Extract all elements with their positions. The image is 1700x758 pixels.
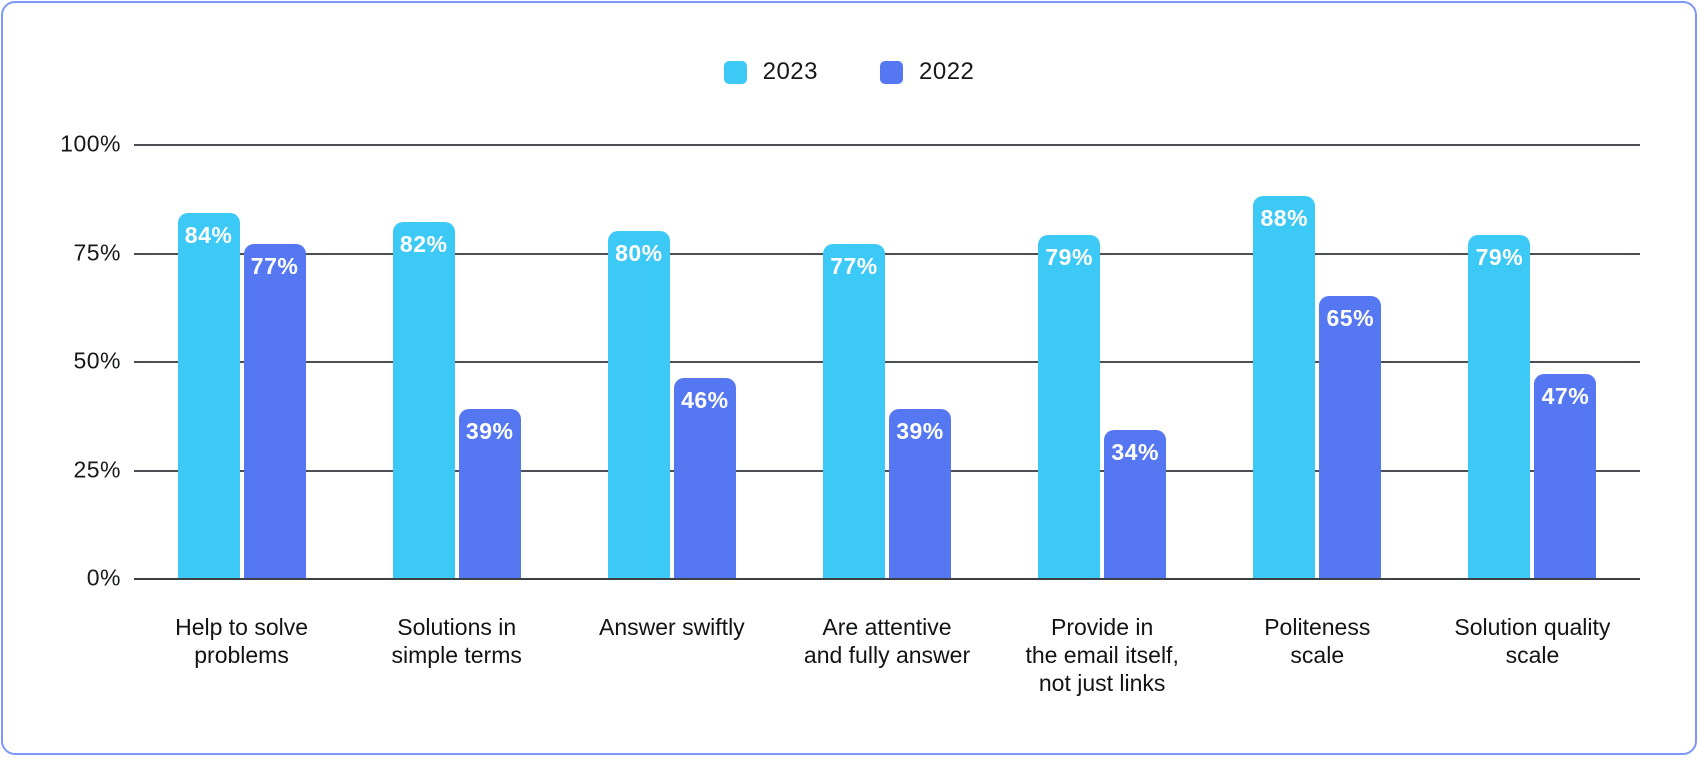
bar-value-label: 84% (184, 222, 233, 249)
bar-value-label: 79% (1475, 244, 1524, 271)
bar-2022-category-4: 39% (889, 408, 951, 578)
bar-value-label: 80% (615, 239, 663, 266)
y-tick-label: 100% (60, 130, 121, 157)
legend-item: 2022 (880, 58, 974, 86)
category-label-line: simple terms (391, 642, 522, 668)
gridline-25 (134, 469, 1640, 472)
gridline-75 (134, 252, 1640, 255)
legend-swatch-2023 (723, 60, 747, 84)
bar-value-label: 82% (399, 231, 448, 258)
category-label-5: Provide in the email itself, not just link… (1025, 613, 1178, 697)
legend-swatch-2022 (880, 60, 903, 84)
category-label-line: Help to solve (175, 614, 309, 640)
bar-2023-category-2: 82% (392, 222, 455, 578)
bar-2023-category-6: 88% (1253, 196, 1316, 578)
category-label-2: Solutions in simple terms (392, 613, 522, 669)
bar-value-label: 39% (896, 417, 944, 444)
category-label-7: Solution quality scale (1454, 613, 1610, 669)
category-label-line: Solutions in (397, 614, 517, 640)
bar-group-7: 79% 47% (1468, 144, 1597, 578)
gridline-50 (134, 361, 1640, 363)
bar-group-2: 82% 39% (392, 144, 521, 578)
bar-value-label: 46% (681, 387, 729, 414)
bar-2023-category-1: 84% (177, 213, 240, 578)
category-label-line: Provide in (1051, 614, 1154, 640)
y-axis: 100% 75% 50% 25% 0% (31, 131, 121, 591)
plot-area: 84% 77% 82% 39% 80% 46% 77% 39% 79% 34% 88% 65% 79% 4… (134, 144, 1640, 580)
bar-2022-category-7: 47% (1534, 374, 1597, 578)
bar-value-label: 34% (1111, 439, 1159, 466)
gridline-0 (134, 578, 1640, 580)
category-label-1: Help to solve problems (175, 613, 308, 669)
category-label-3: Answer swiftly (599, 613, 745, 641)
category-label-line: not just links (1038, 670, 1166, 696)
bar-value-label: 77% (830, 252, 878, 279)
category-label-line: Politeness (1264, 614, 1371, 640)
category-label-line: the email itself, (1025, 642, 1179, 668)
bar-group-5: 79% 34% (1038, 144, 1167, 578)
bar-2022-category-5: 34% (1104, 430, 1167, 578)
category-label-line: Answer swiftly (598, 614, 745, 640)
bar-value-label: 65% (1326, 304, 1375, 331)
bar-group-4: 77% 39% (823, 144, 951, 578)
category-label-line: problems (194, 642, 289, 668)
bar-group-3: 80% 46% (607, 144, 736, 578)
bar-value-label: 39% (465, 417, 514, 444)
bar-value-label: 79% (1045, 244, 1093, 271)
category-label-line: and fully answer (803, 642, 971, 668)
bar-2023-category-5: 79% (1038, 235, 1101, 578)
y-tick-label: 75% (73, 239, 121, 265)
bar-group-1: 84% 77% (177, 144, 306, 578)
legend-label: 2023 (762, 58, 818, 85)
bar-2022-category-2: 39% (458, 408, 521, 578)
category-label-4: Are attentive and fully answer (804, 613, 970, 669)
bar-2023-category-7: 79% (1468, 235, 1531, 578)
category-label-line: Are attentive (822, 614, 952, 640)
legend: 2023 2022 (3, 58, 1695, 86)
bar-2023-category-4: 77% (823, 243, 885, 578)
y-tick-label: 25% (73, 456, 121, 482)
category-label-line: scale (1290, 642, 1345, 668)
legend-label: 2022 (919, 58, 975, 85)
category-label-line: Solution quality (1454, 614, 1611, 640)
bar-2022-category-3: 46% (673, 378, 736, 578)
gridline-100 (134, 144, 1640, 146)
bar-2023-category-3: 80% (607, 230, 670, 578)
x-axis-labels: Help to solve problems Solutions in simple … (134, 613, 1640, 723)
bar-value-label: 77% (250, 252, 299, 279)
y-tick-label: 50% (73, 347, 121, 374)
bar-2022-category-6: 65% (1319, 295, 1382, 578)
bar-value-label: 88% (1260, 205, 1309, 232)
category-label-line: scale (1505, 642, 1560, 668)
bar-2022-category-1: 77% (243, 243, 306, 578)
y-tick-label: 0% (86, 564, 121, 591)
bar-value-label: 47% (1541, 383, 1590, 410)
legend-item: 2023 (723, 58, 818, 86)
category-label-6: Politeness scale (1264, 613, 1370, 669)
bar-group-6: 88% 65% (1253, 144, 1382, 578)
